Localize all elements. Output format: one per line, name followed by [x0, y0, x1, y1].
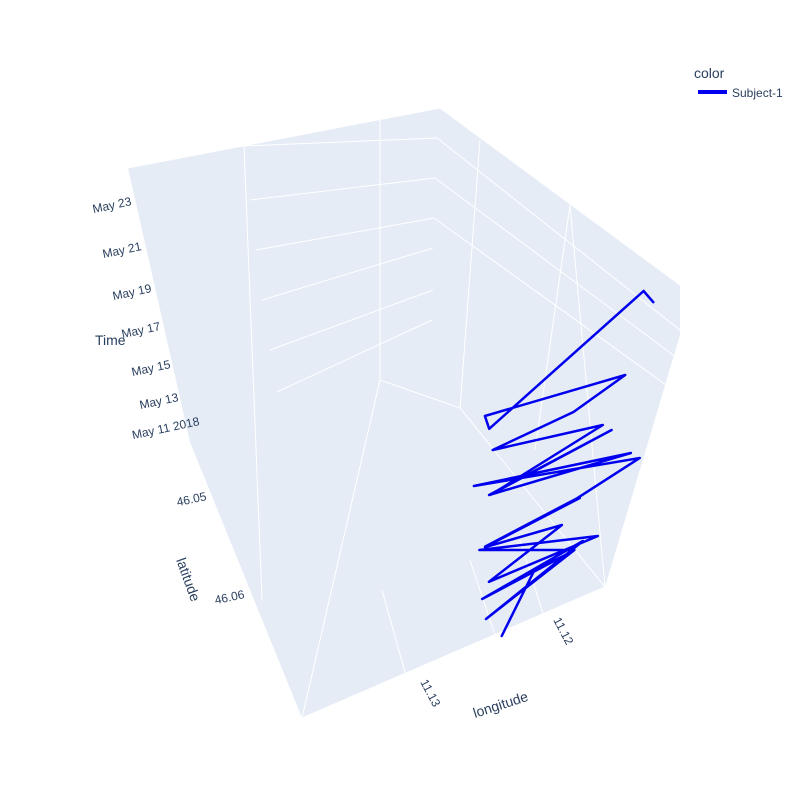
grid-line	[269, 289, 434, 351]
z-tick-label: May 15	[130, 357, 172, 379]
grid-line	[255, 217, 435, 251]
grid-line	[459, 139, 481, 409]
grid-line	[534, 204, 571, 451]
scene-panes	[128, 108, 680, 718]
longitude-axis-title: longitude	[471, 688, 530, 721]
latitude-axis-title: latitude	[173, 556, 204, 604]
z-tick-label: May 17	[120, 319, 162, 341]
legend[interactable]: color Subject-1	[694, 65, 783, 100]
grid-line	[469, 559, 501, 651]
series-trace-group	[472, 289, 655, 638]
z-tick-label: May 13	[138, 390, 180, 412]
legend-label: Subject-1	[732, 86, 783, 100]
back-pane	[128, 108, 680, 718]
grid-line	[433, 217, 681, 396]
grid-line	[249, 177, 436, 201]
grid-line	[261, 247, 434, 301]
grid-lines	[127, 107, 681, 719]
series-line-subject-1[interactable]	[472, 289, 655, 638]
x-tick-label: 11.13	[417, 677, 443, 710]
grid-line	[434, 177, 681, 361]
grid-line	[379, 379, 461, 409]
y-tick-label: 46.06	[213, 587, 246, 607]
grid-line	[569, 204, 606, 588]
x-tick-label: 11.12	[550, 615, 576, 648]
grid-line	[276, 319, 433, 393]
grid-line	[301, 379, 381, 719]
z-tick-label: May 19	[111, 281, 153, 303]
grid-line	[243, 145, 263, 601]
grid-line	[439, 107, 681, 286]
z-tick-label: May 21	[101, 239, 143, 261]
grid-line	[301, 586, 606, 719]
grid-line	[381, 589, 411, 691]
z-tick-label: May 23	[91, 194, 133, 216]
time-axis-title: Time	[95, 332, 126, 348]
latitude-axis-ticks: 46.05 46.06	[175, 489, 246, 607]
grid-line	[127, 107, 441, 169]
legend-item-subject-1[interactable]: Subject-1	[698, 86, 783, 100]
legend-title: color	[694, 65, 725, 81]
grid-line	[243, 137, 438, 147]
y-tick-label: 46.05	[175, 489, 208, 509]
grid-line	[459, 407, 606, 588]
